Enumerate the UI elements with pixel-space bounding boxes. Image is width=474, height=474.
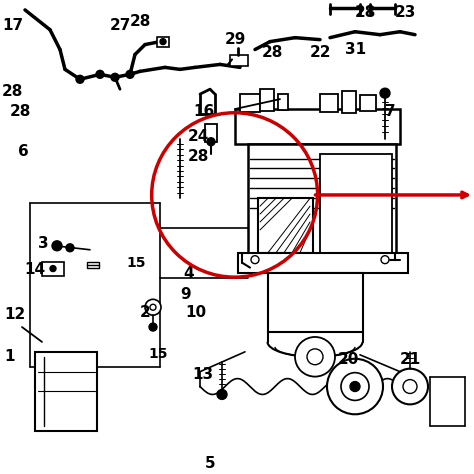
Bar <box>235 109 400 144</box>
Text: 6: 6 <box>18 144 29 159</box>
Text: 3: 3 <box>38 236 49 251</box>
Text: 28: 28 <box>262 45 283 60</box>
Text: 28: 28 <box>10 104 31 119</box>
Text: 1: 1 <box>4 349 15 364</box>
Bar <box>230 55 248 66</box>
Circle shape <box>350 382 360 392</box>
Text: 27: 27 <box>110 18 131 33</box>
Circle shape <box>66 244 74 252</box>
Bar <box>87 262 99 268</box>
Bar <box>360 95 376 111</box>
Circle shape <box>327 359 383 414</box>
Bar <box>278 94 288 110</box>
Text: 14: 14 <box>24 262 45 277</box>
Text: 20: 20 <box>338 352 359 367</box>
Circle shape <box>52 241 62 251</box>
Text: 15: 15 <box>148 347 167 361</box>
Circle shape <box>111 73 119 81</box>
Text: 28: 28 <box>188 149 210 164</box>
Text: 21: 21 <box>400 352 421 367</box>
Bar <box>320 154 392 253</box>
Circle shape <box>295 337 335 377</box>
Circle shape <box>149 323 157 331</box>
Text: 28: 28 <box>130 14 151 29</box>
Circle shape <box>251 255 259 264</box>
Text: 15: 15 <box>126 255 146 270</box>
Text: 28: 28 <box>355 5 376 20</box>
Bar <box>238 253 408 273</box>
Text: 17: 17 <box>2 18 23 33</box>
Text: 10: 10 <box>185 305 206 320</box>
Circle shape <box>150 304 156 310</box>
Text: 5: 5 <box>205 456 216 471</box>
Circle shape <box>207 138 215 146</box>
Circle shape <box>392 369 428 404</box>
Bar <box>42 262 64 275</box>
Circle shape <box>50 265 56 272</box>
Circle shape <box>76 75 84 83</box>
Circle shape <box>217 390 227 400</box>
Bar <box>157 36 169 46</box>
Circle shape <box>381 255 389 264</box>
Bar <box>240 94 260 112</box>
Bar <box>205 124 217 142</box>
Text: 22: 22 <box>310 45 331 60</box>
Text: 9: 9 <box>180 287 191 302</box>
Circle shape <box>126 70 134 78</box>
Text: 29: 29 <box>225 32 246 47</box>
Circle shape <box>145 299 161 315</box>
Bar <box>248 144 396 253</box>
Circle shape <box>403 380 417 393</box>
Text: 7: 7 <box>385 104 396 119</box>
Circle shape <box>380 88 390 98</box>
Text: 24: 24 <box>188 129 210 144</box>
Text: 4: 4 <box>183 265 193 281</box>
Text: 23: 23 <box>395 5 416 20</box>
Bar <box>268 273 363 332</box>
Text: 12: 12 <box>4 307 25 322</box>
Text: 16: 16 <box>193 104 214 119</box>
Bar <box>35 352 97 431</box>
Text: 2: 2 <box>140 305 151 320</box>
Bar <box>320 94 338 112</box>
Bar <box>260 89 274 111</box>
Circle shape <box>160 39 166 45</box>
Text: 13: 13 <box>192 367 213 382</box>
Bar <box>258 198 313 253</box>
Circle shape <box>341 373 369 401</box>
Circle shape <box>307 349 323 365</box>
Text: 31: 31 <box>345 42 366 56</box>
Circle shape <box>96 70 104 78</box>
Text: 28: 28 <box>2 84 23 99</box>
Bar <box>342 91 356 113</box>
